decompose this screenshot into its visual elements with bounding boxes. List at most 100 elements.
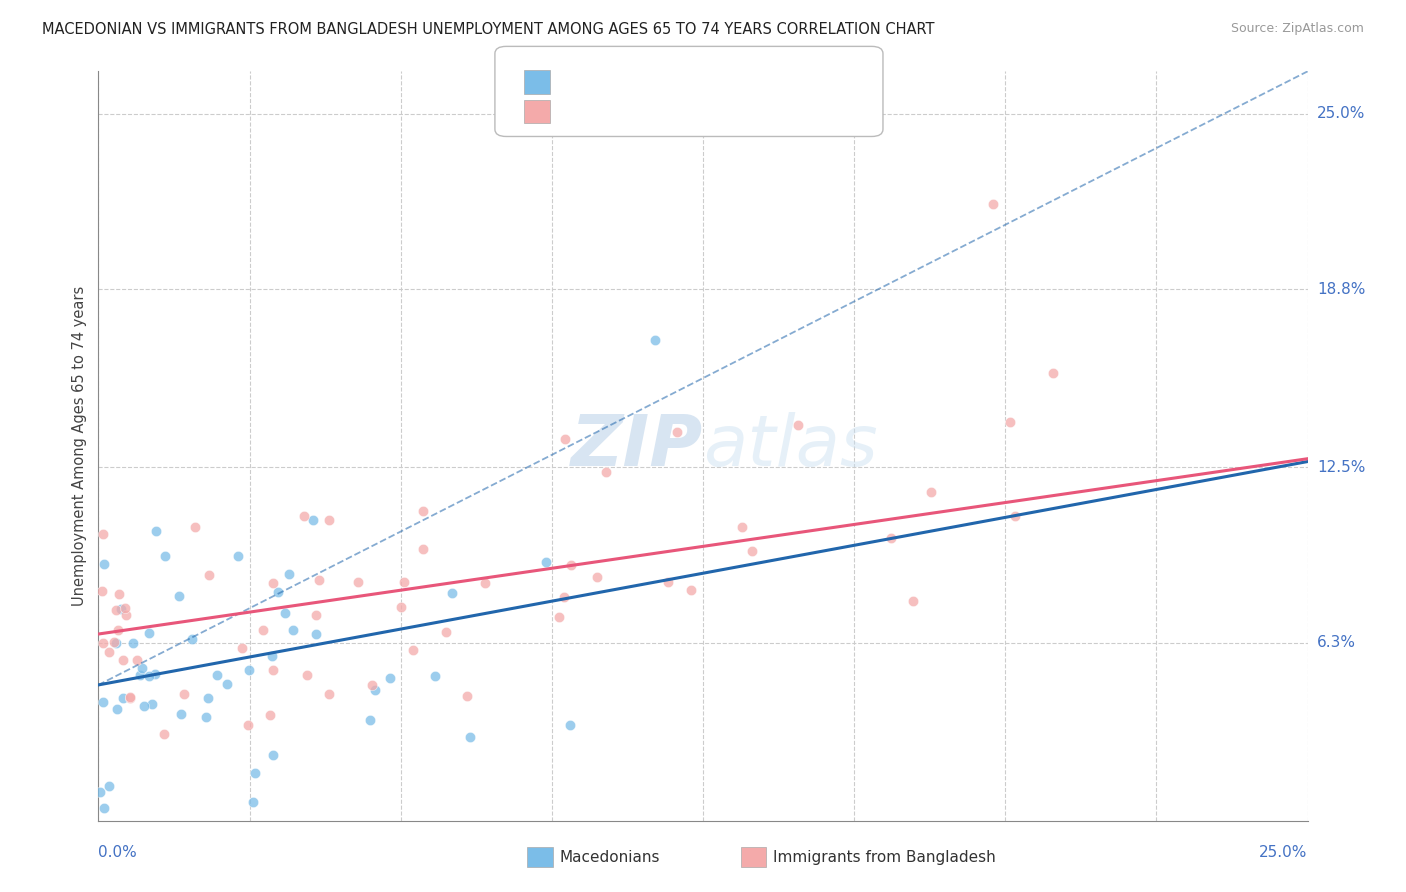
Point [170,706,193,721]
Point [394,575,416,590]
Point [153,727,176,741]
Point [292,508,315,523]
Point [131,661,153,675]
Point [145,524,167,538]
Point [107,702,129,716]
Point [880,531,903,545]
Point [560,558,582,573]
Point [295,667,318,681]
Point [115,608,138,623]
Point [183,520,205,534]
Point [262,663,284,677]
Point [91,636,114,650]
Point [167,589,190,603]
Point [89,785,111,799]
Point [129,668,152,682]
Text: atlas: atlas [703,411,877,481]
Point [97,779,120,793]
Point [118,690,141,705]
Point [305,607,328,622]
Point [138,668,160,682]
Point [110,602,132,616]
Point [554,432,576,446]
Text: R = 0.366   N = 48: R = 0.366 N = 48 [558,75,703,89]
Point [730,520,752,534]
Point [267,585,290,599]
Point [657,574,679,589]
Text: 18.8%: 18.8% [1317,282,1365,296]
Point [91,527,114,541]
Point [231,641,253,656]
Point [180,632,202,646]
Point [108,587,131,601]
Point [262,748,284,763]
Point [103,635,125,649]
Point [425,669,447,683]
Text: 12.5%: 12.5% [1317,459,1365,475]
Point [644,333,666,347]
Point [238,663,260,677]
Point [197,690,219,705]
Point [274,606,297,620]
Point [134,698,156,713]
Point [456,690,478,704]
Point [93,558,115,572]
Text: 25.0%: 25.0% [1317,106,1365,121]
Point [120,690,142,705]
Text: 25.0%: 25.0% [1260,845,1308,860]
Text: R = 0.337   N = 59: R = 0.337 N = 59 [558,104,703,119]
Point [434,625,457,640]
Text: MACEDONIAN VS IMMIGRANTS FROM BANGLADESH UNEMPLOYMENT AMONG AGES 65 TO 74 YEARS : MACEDONIAN VS IMMIGRANTS FROM BANGLADESH… [42,22,935,37]
Point [93,801,115,815]
Point [547,609,569,624]
Point [595,465,617,479]
Point [440,585,463,599]
Point [901,594,924,608]
Point [114,601,136,615]
Point [412,504,434,518]
Point [359,713,381,727]
Point [97,644,120,658]
Point [262,648,284,663]
Point [412,542,434,557]
Point [195,710,218,724]
Point [90,584,112,599]
Point [364,682,387,697]
Point [318,513,340,527]
Point [318,687,340,701]
Point [665,425,688,440]
Point [920,485,942,500]
Point [242,795,264,809]
Point [153,549,176,563]
Point [346,575,368,590]
Text: 0.0%: 0.0% [98,845,138,860]
Point [560,718,582,732]
Point [197,568,219,582]
Point [173,687,195,701]
Point [981,197,1004,211]
Point [786,417,808,432]
Text: Immigrants from Bangladesh: Immigrants from Bangladesh [773,850,995,864]
Point [236,718,259,732]
Y-axis label: Unemployment Among Ages 65 to 74 years: Unemployment Among Ages 65 to 74 years [72,285,87,607]
Point [188,821,211,835]
Point [122,636,145,650]
Text: ZIP: ZIP [571,411,703,481]
Point [308,574,330,588]
Point [243,765,266,780]
Point [127,652,149,666]
Point [104,603,127,617]
Point [259,707,281,722]
Point [262,576,284,591]
Point [741,544,763,558]
Point [586,570,609,584]
Point [112,690,135,705]
Point [474,576,496,591]
Point [389,600,412,615]
Point [143,667,166,681]
Point [138,626,160,640]
Point [112,653,135,667]
Text: Source: ZipAtlas.com: Source: ZipAtlas.com [1230,22,1364,36]
Point [107,624,129,638]
Point [361,677,384,691]
